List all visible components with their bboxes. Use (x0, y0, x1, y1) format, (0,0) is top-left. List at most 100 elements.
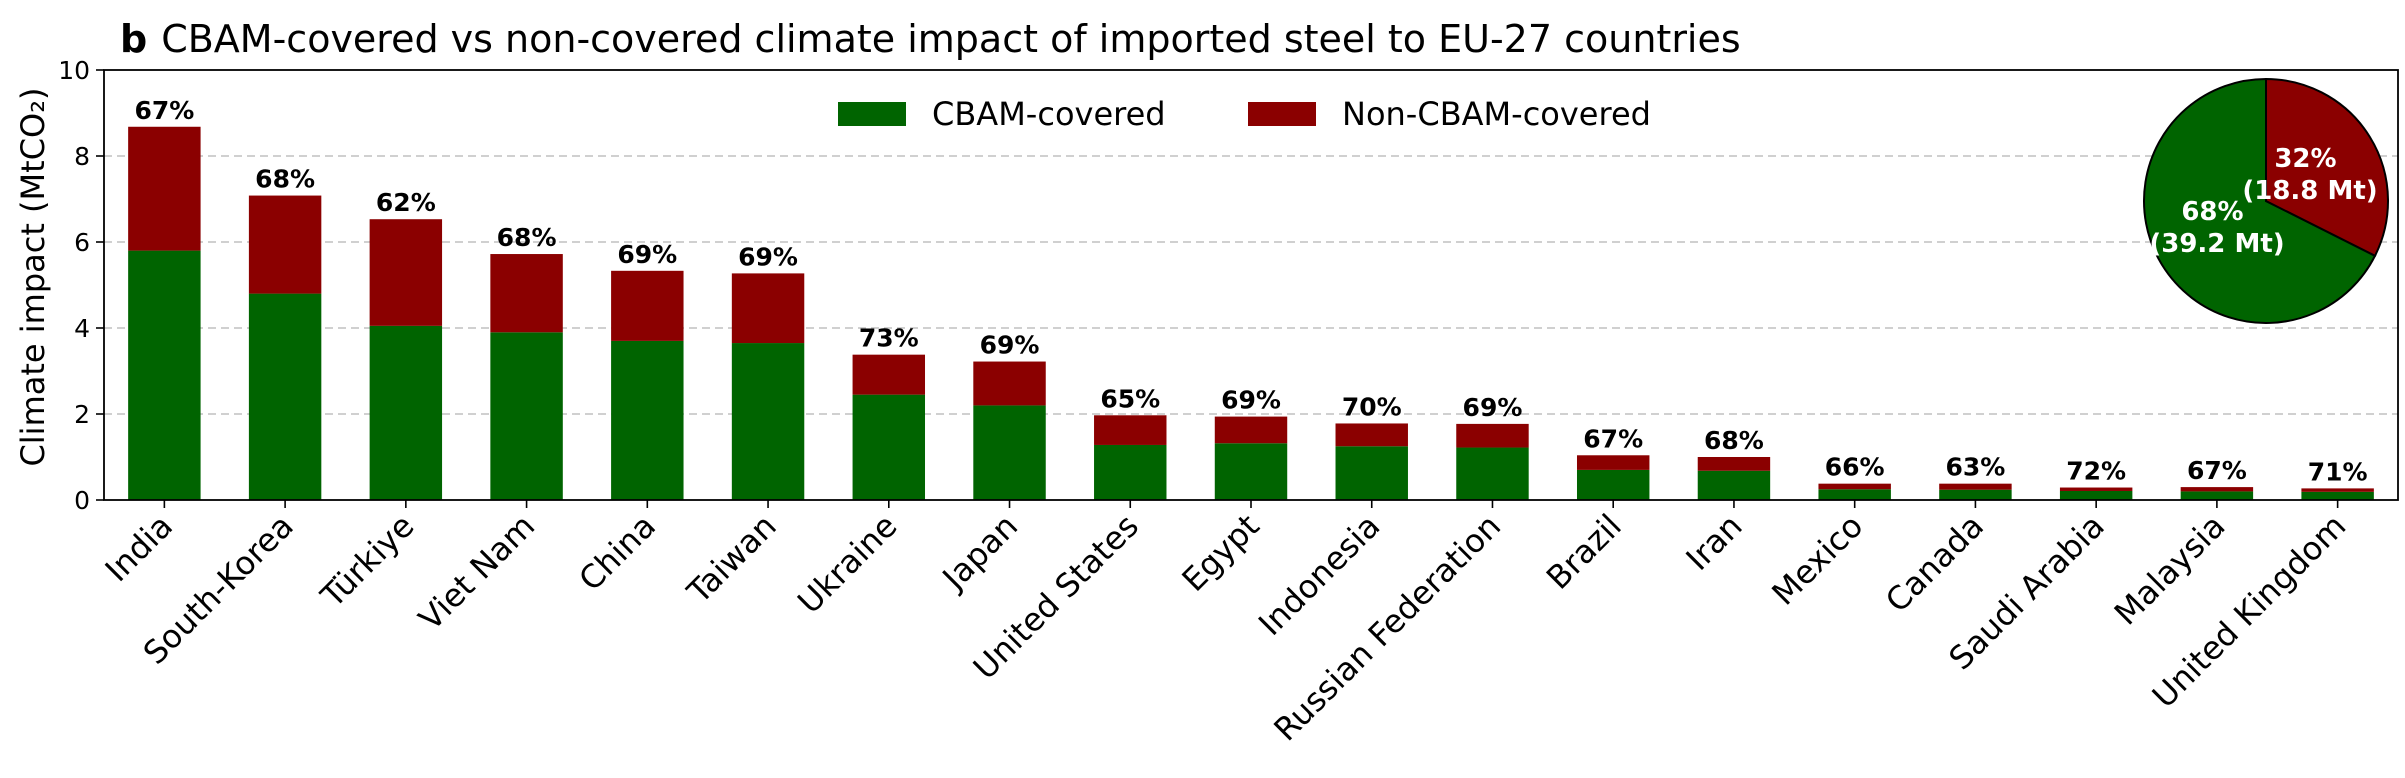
x-tick-label: India (98, 507, 180, 589)
x-tick-label: Ukraine (790, 507, 904, 621)
bar-segment-covered (128, 250, 201, 500)
bar-segment-non-covered (731, 273, 805, 344)
bar-segment-non-covered (1094, 415, 1167, 445)
bar-percent-label: 63% (1945, 453, 2005, 482)
x-tick-label: Russian Federation (1266, 507, 1508, 749)
bar-segment-covered (1214, 443, 1288, 500)
x-tick-label: Japan (934, 507, 1025, 598)
y-tick-label: 8 (74, 142, 90, 171)
bar-percent-label: 73% (859, 324, 919, 353)
pie-slice-covered (2143, 77, 2377, 324)
x-tick-label: Iran (1679, 507, 1750, 578)
pie-label-non-covered-pct: 32% (2274, 144, 2336, 174)
bar-segment-non-covered (1818, 483, 1891, 490)
y-tick-label: 10 (58, 56, 90, 85)
bar-percent-label: 68% (255, 165, 315, 194)
pie-label-covered-pct: 68% (2181, 197, 2243, 227)
bar-percent-label: 69% (980, 331, 1040, 360)
bar-segment-covered (1939, 489, 2012, 500)
inset-pie-chart: 68% (39.2 Mt) 32% (18.8 Mt) (2143, 77, 2389, 324)
bar-percent-label: 69% (1463, 393, 1523, 422)
pie-label-non-covered-mt: (18.8 Mt) (2242, 176, 2377, 206)
bar-percent-label: 70% (1342, 392, 1402, 421)
bar-percent-label: 72% (2066, 457, 2126, 486)
x-tick-label: Viet Nam (411, 507, 542, 638)
bar-segment-covered (369, 325, 443, 500)
bar-segment-covered (611, 340, 684, 500)
x-tick-label: Malaysia (2107, 507, 2233, 633)
pie-label-non-covered: 32% (18.8 Mt) (2242, 144, 2377, 206)
bar-segment-covered (1094, 444, 1167, 500)
legend-label-covered: CBAM-covered (932, 95, 1166, 133)
x-tick-label: Mexico (1764, 507, 1870, 613)
pie-slice-non-covered (2265, 77, 2389, 258)
bar-segment-non-covered (2059, 487, 2133, 491)
x-tick-label: China (571, 507, 663, 599)
bar-segment-non-covered (248, 195, 322, 294)
bar-segment-non-covered (2180, 487, 2254, 492)
bar-segment-covered (852, 394, 926, 500)
bar-segment-covered (2059, 490, 2133, 500)
bar-percent-label: 67% (2187, 456, 2247, 485)
bar-segment-non-covered (2301, 488, 2374, 492)
bar-segment-non-covered (1335, 423, 1408, 447)
chart-title-text: CBAM-covered vs non-covered climate impa… (161, 17, 1740, 61)
bar-percent-label: 68% (1704, 426, 1764, 455)
bar-segment-covered (1697, 470, 1771, 500)
y-axis-label: Climate impact (MtCO₂) (14, 87, 52, 466)
y-tick-label: 6 (74, 228, 90, 257)
bar-percent-label: 69% (738, 242, 798, 271)
bar-segment-covered (1818, 489, 1891, 500)
bar-percent-label: 67% (134, 96, 194, 125)
bar-segment-covered (2180, 491, 2254, 500)
bar-segment-non-covered (1576, 455, 1650, 470)
bar-segment-covered (1576, 469, 1650, 500)
x-tick-label: Canada (1878, 507, 1991, 620)
bar-segment-covered (248, 293, 322, 500)
y-tick-label: 0 (74, 486, 90, 515)
bar-segment-non-covered (1456, 423, 1529, 448)
bar-percent-label: 66% (1825, 453, 1885, 482)
bar-segment-non-covered (973, 361, 1046, 406)
grid-layer (104, 155, 2398, 415)
chart-title-prefix: b (120, 17, 147, 61)
bar-percent-label: 67% (1583, 424, 1643, 453)
bar-percent-label: 71% (2308, 457, 2368, 486)
bar-percent-label: 69% (617, 240, 677, 269)
legend: CBAM-covered Non-CBAM-covered (838, 95, 1651, 133)
x-tick-label: Brazil (1539, 507, 1629, 597)
x-tick-label: Türkiye (313, 507, 422, 616)
bar-segment-covered (1456, 447, 1529, 500)
bar-percent-label: 62% (376, 188, 436, 217)
y-tick-label: 4 (74, 314, 90, 343)
bars-layer (128, 126, 2374, 500)
bar-segment-covered (490, 332, 563, 500)
x-tick-label: Taiwan (679, 507, 784, 612)
bar-segment-non-covered (128, 126, 201, 251)
bar-segment-non-covered (1939, 483, 2012, 490)
bar-percent-label: 69% (1221, 386, 1281, 415)
pie-label-covered-mt: (39.2 Mt) (2149, 229, 2284, 259)
pie-label-covered: 68% (39.2 Mt) (2149, 197, 2284, 259)
plot-frame (103, 69, 2399, 501)
legend-swatch-non-covered (1248, 102, 1316, 126)
legend-label-non-covered: Non-CBAM-covered (1342, 95, 1651, 133)
bar-segment-covered (1335, 446, 1408, 500)
bar-segment-covered (973, 405, 1046, 500)
legend-swatch-covered (838, 102, 906, 126)
bar-segment-non-covered (852, 354, 926, 395)
bar-segment-covered (731, 343, 805, 500)
bar-segment-non-covered (1214, 416, 1288, 444)
bar-segment-non-covered (611, 270, 684, 341)
x-tick-label: Egypt (1175, 507, 1267, 599)
y-tick-label: 2 (74, 400, 90, 429)
bar-percent-label: 65% (1100, 384, 1160, 413)
bar-percent-label: 68% (497, 223, 557, 252)
bar-segment-covered (2301, 491, 2374, 500)
bar-segment-non-covered (490, 254, 563, 333)
bar-labels-layer: 67% 68% 62% 68% 69% 69% 73% 69% 65% 69% 70% 69% 67% 6… (134, 96, 2367, 487)
bar-segment-non-covered (1697, 457, 1771, 471)
chart-title: b CBAM-covered vs non-covered climate imp… (120, 17, 1741, 61)
bar-segment-non-covered (369, 219, 443, 326)
